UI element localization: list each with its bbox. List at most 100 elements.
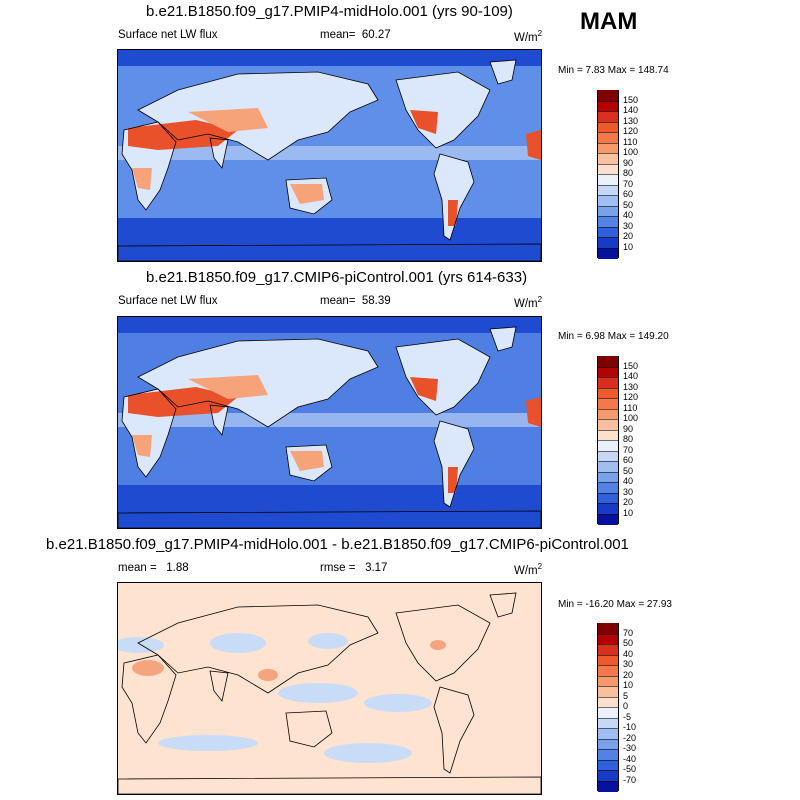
colorbar-label: 80 (623, 168, 634, 178)
colorbar-label: 80 (623, 434, 634, 444)
land-field (118, 244, 541, 261)
desert-safrica (132, 168, 152, 190)
polar-band (118, 218, 541, 246)
colorbar-swatch (598, 419, 618, 431)
panel1-units: W/m2 (514, 29, 543, 44)
panel2-variable: Surface net LW flux (118, 295, 218, 307)
coastline (395, 338, 491, 416)
colorbar-label: 70 (623, 627, 634, 638)
negative-anomaly (158, 735, 258, 751)
coastline (121, 121, 177, 211)
negative-anomaly (210, 633, 266, 653)
coastline (433, 686, 475, 774)
colorbar-swatch (598, 366, 618, 378)
colorbar-swatch (598, 738, 618, 750)
colorbar-swatch (598, 398, 618, 410)
colorbar-label: 150 (623, 94, 639, 105)
colorbar-swatch (598, 90, 618, 102)
land-field (118, 511, 541, 528)
panel2-map (117, 316, 542, 529)
panel3-minmax: Min = -16.20 Max = 27.93 (558, 599, 672, 610)
colorbar-swatch (598, 356, 618, 368)
colorbar-swatch (598, 780, 618, 792)
colorbar-swatch (598, 461, 618, 473)
colorbar-swatch (598, 142, 618, 154)
season-label: MAM (580, 8, 638, 35)
colorbar-label: 100 (623, 413, 639, 423)
colorbar-swatch (598, 216, 618, 228)
panel3-rmse: rmse = 3.17 (320, 562, 388, 574)
colorbar-label: 60 (623, 189, 634, 199)
negative-anomaly (324, 743, 412, 763)
desert-namerica (410, 377, 438, 401)
positive-anomaly (132, 660, 164, 676)
colorbar-swatch (598, 503, 618, 515)
colorbar-swatch (598, 513, 618, 525)
panel1-title: b.e21.B1850.f09_g17.PMIP4-midHolo.001 (y… (146, 3, 513, 20)
colorbar-label: 30 (623, 220, 634, 231)
coastline (209, 404, 229, 436)
colorbar-label: 10 (623, 241, 634, 252)
colorbar-label: 10 (623, 507, 634, 518)
colorbar-label: 110 (623, 402, 638, 413)
land-field (434, 421, 474, 507)
negative-anomaly (278, 683, 358, 703)
colorbar-swatch (598, 205, 618, 217)
colorbar-swatch (598, 482, 618, 494)
land-field (490, 60, 516, 84)
colorbar-swatch (598, 226, 618, 238)
colorbar-label: 50 (623, 638, 634, 648)
panel1-map (117, 49, 542, 262)
panel1-map-field (118, 50, 541, 261)
colorbar-label: 10 (623, 680, 634, 690)
panel3-colorbar (597, 623, 619, 792)
colorbar-label: 130 (623, 381, 639, 392)
colorbar-label: -40 (623, 753, 637, 764)
panel2-map-field (118, 317, 541, 528)
colorbar-swatch (598, 492, 618, 504)
coastline (137, 338, 379, 428)
panel2-minmax: Min = 6.98 Max = 149.20 (558, 331, 669, 342)
colorbar-swatch (598, 696, 618, 708)
colorbar-label: 30 (623, 486, 634, 497)
colorbar-label: 5 (623, 690, 629, 701)
panel1-minmax: Min = 7.83 Max = 148.74 (558, 65, 669, 76)
colorbar-swatch (598, 675, 618, 687)
colorbar-swatch (598, 440, 618, 452)
coastline (489, 59, 517, 85)
colorbar-label: 50 (623, 199, 634, 210)
land-field (490, 327, 516, 351)
colorbar-swatch (598, 163, 618, 175)
coastline (285, 710, 333, 748)
colorbar-label: 150 (623, 360, 639, 371)
colorbar-label: 90 (623, 423, 634, 434)
coastline (433, 420, 475, 508)
colorbar-label: 90 (623, 157, 634, 168)
colorbar-label: -70 (623, 774, 637, 785)
colorbar-label: 140 (623, 105, 639, 115)
colorbar-label: -20 (623, 732, 637, 743)
positive-anomaly (430, 640, 446, 650)
negative-anomaly (308, 633, 348, 649)
colorbar-label: -10 (623, 722, 637, 732)
coastline (285, 444, 333, 482)
colorbar-swatch (598, 759, 618, 771)
colorbar-swatch (598, 247, 618, 259)
colorbar-label: -5 (623, 711, 632, 722)
panel3-mean: mean = 1.88 (118, 562, 189, 574)
colorbar-swatch (598, 665, 618, 677)
coastline (433, 153, 475, 241)
coastline (395, 604, 491, 682)
colorbar-swatch (598, 623, 618, 635)
colorbar-swatch (598, 654, 618, 666)
panel3-units: W/m2 (514, 562, 543, 577)
colorbar-label: 110 (623, 136, 638, 147)
coastline (121, 654, 177, 744)
colorbar-label: 40 (623, 210, 634, 220)
panel2-mean: mean= 58.39 (320, 295, 391, 307)
colorbar-swatch (598, 132, 618, 144)
colorbar-label: 20 (623, 497, 634, 507)
colorbar-swatch (598, 408, 618, 420)
panel1-colorbar (597, 90, 619, 259)
panel3-title: b.e21.B1850.f09_g17.PMIP4-midHolo.001 - … (46, 536, 629, 553)
